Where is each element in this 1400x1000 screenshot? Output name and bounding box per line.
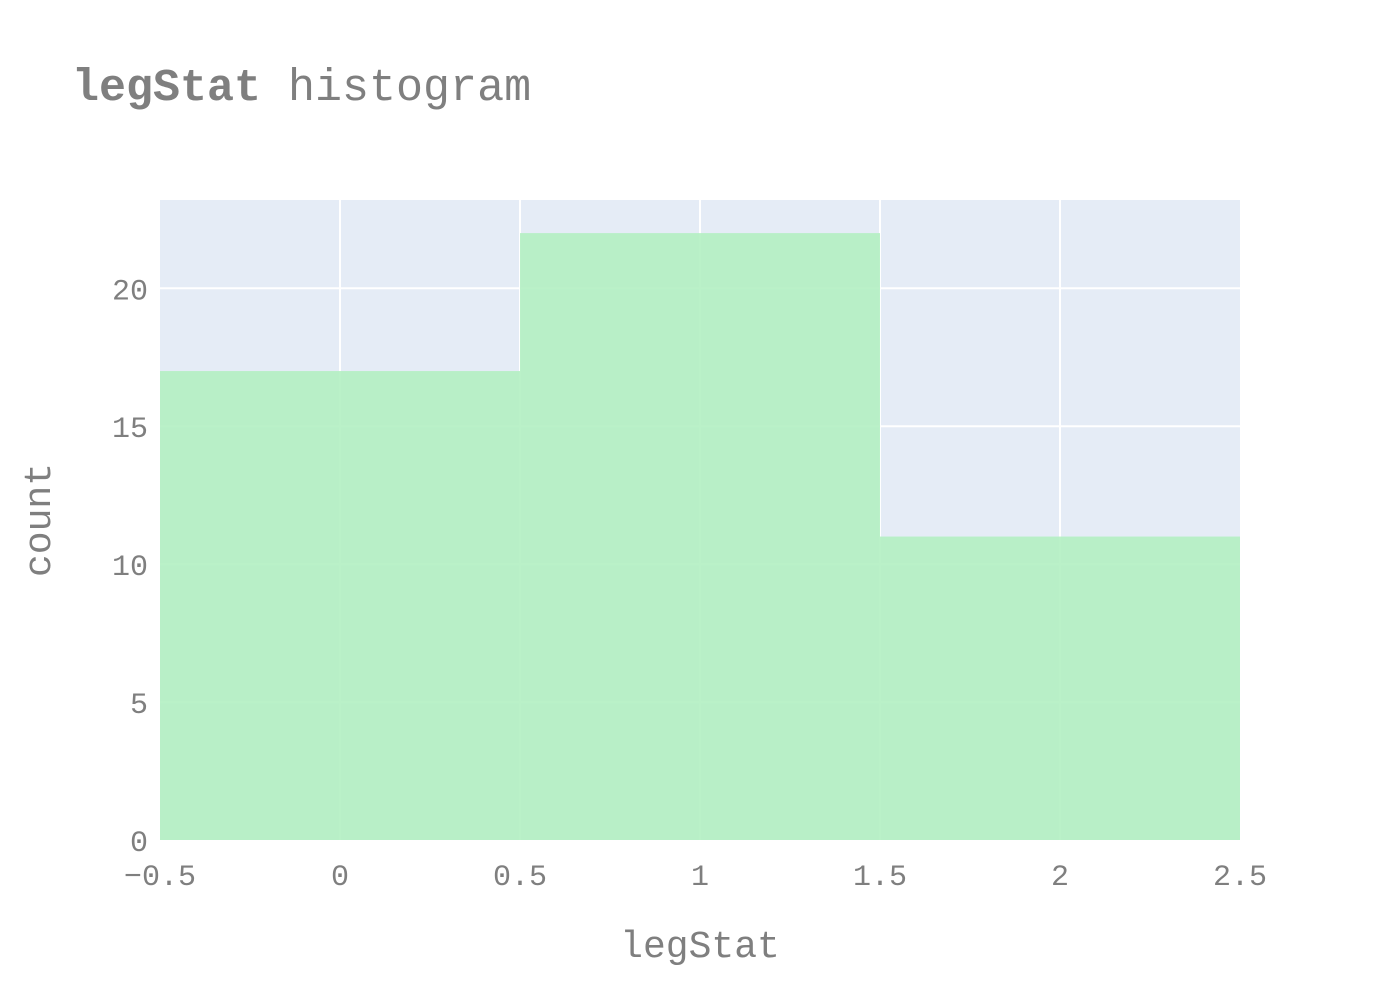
x-tick-label: 2.5 — [1213, 861, 1267, 895]
y-tick-label: 10 — [112, 551, 148, 585]
histogram-bars — [160, 233, 1240, 840]
x-tick-labels: −0.5 0 0.5 1 1.5 2 2.5 — [124, 861, 1267, 895]
x-tick-label: 0.5 — [493, 861, 547, 895]
x-tick-label: 1.5 — [853, 861, 907, 895]
y-tick-labels: 0 5 10 15 20 — [112, 275, 148, 861]
y-tick-label: 0 — [130, 827, 148, 861]
y-axis-title: count — [19, 463, 62, 577]
y-tick-label: 15 — [112, 413, 148, 447]
x-tick-label: 2 — [1051, 861, 1069, 895]
y-tick-label: 5 — [130, 689, 148, 723]
x-tick-label: −0.5 — [124, 861, 196, 895]
histogram-bar — [520, 233, 880, 840]
y-tick-label: 20 — [112, 275, 148, 309]
x-tick-label: 0 — [331, 861, 349, 895]
chart-title-bold: legStat — [72, 63, 261, 114]
x-tick-label: 1 — [691, 861, 709, 895]
chart-title-rest: histogram — [261, 63, 531, 114]
histogram-bar — [880, 536, 1240, 840]
histogram-bar — [160, 371, 520, 840]
chart-title: legStat histogram — [72, 63, 531, 114]
x-axis-title: legStat — [620, 926, 780, 969]
